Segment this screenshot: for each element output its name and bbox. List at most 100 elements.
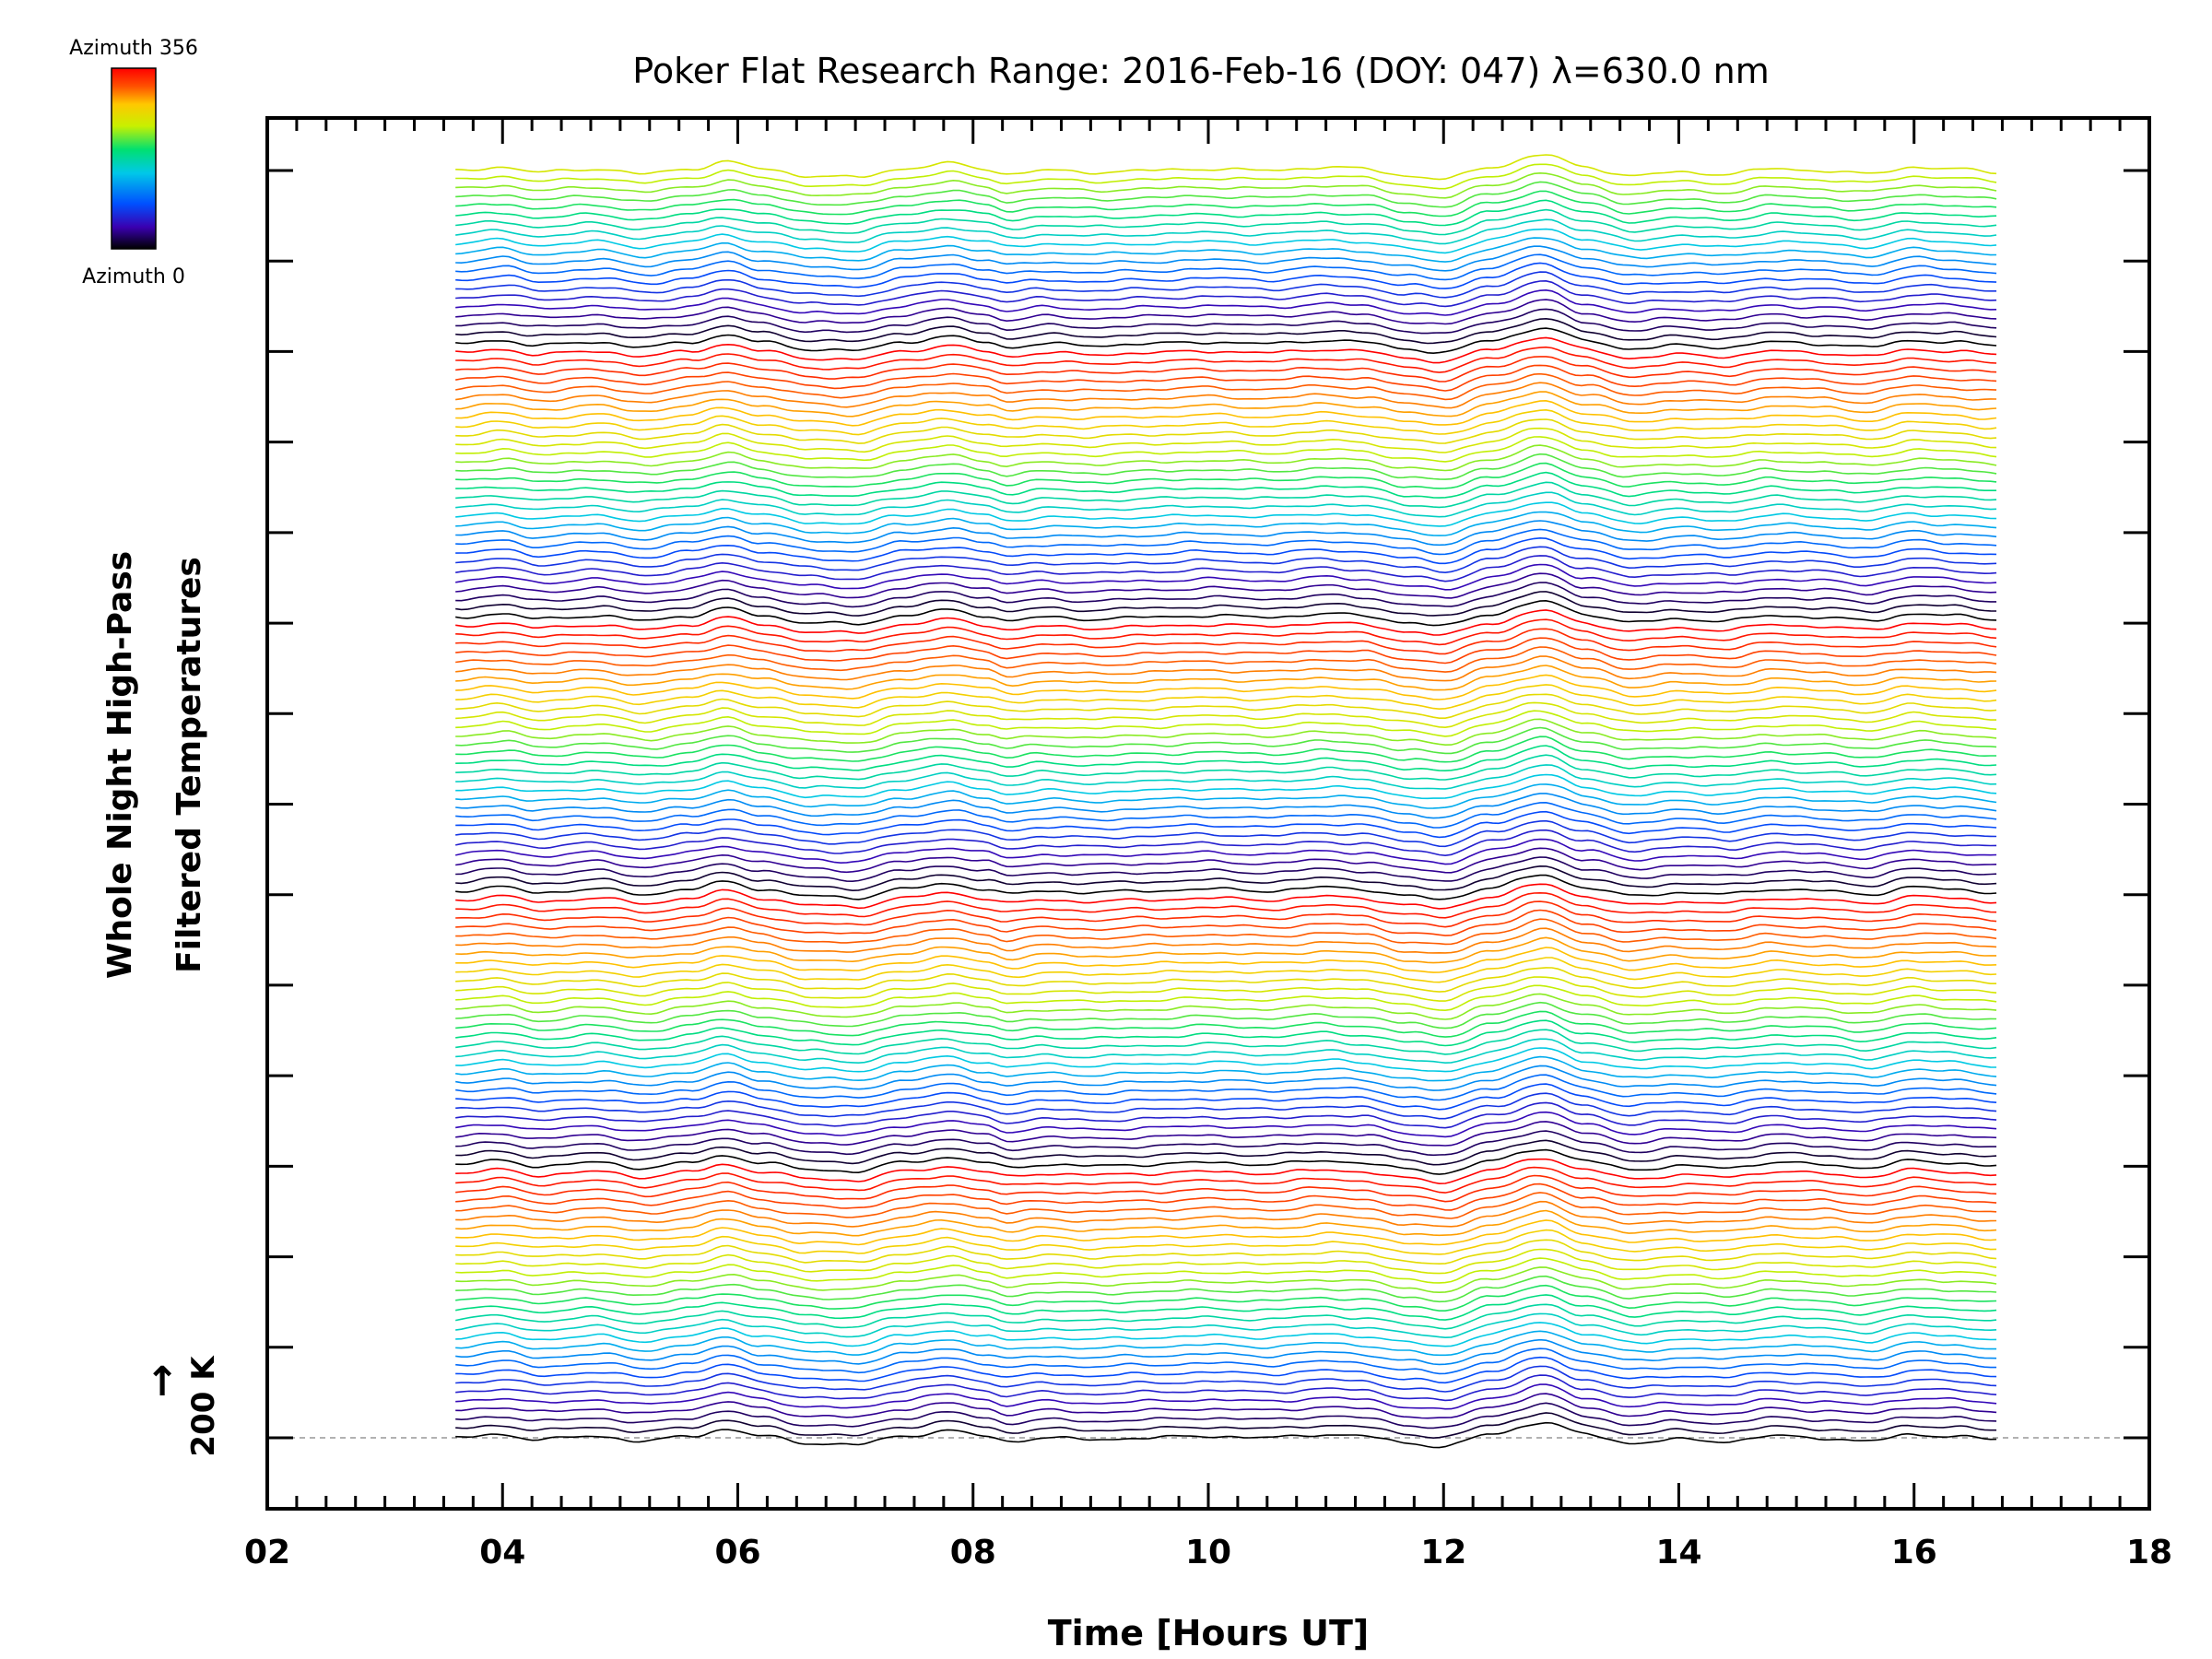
series-line: [455, 883, 1997, 910]
series-line: [455, 1257, 1997, 1284]
x-axis-label: Time [Hours UT]: [1048, 1613, 1370, 1653]
series-line: [455, 984, 1997, 1012]
series-line: [455, 918, 1997, 946]
series-line: [455, 1192, 1997, 1219]
series-line: [455, 628, 1997, 655]
x-tick-label: 14: [1655, 1534, 1701, 1571]
series-line: [455, 618, 1997, 646]
series-line: [455, 536, 1997, 565]
series-line: [455, 391, 1997, 418]
chart-title: Poker Flat Research Range: 2016-Feb-16 (…: [632, 51, 1769, 91]
series-line: [455, 936, 1997, 964]
series-line: [455, 927, 1997, 954]
series-line: [455, 453, 1997, 480]
series-line: [455, 609, 1997, 636]
series-line: [455, 501, 1997, 527]
series-line: [455, 957, 1997, 983]
series-line: [455, 462, 1997, 489]
y-axis-label-line1: Whole Night High-Pass: [101, 551, 139, 979]
series-line: [455, 967, 1997, 993]
series-line: [455, 555, 1997, 582]
series-line: [455, 810, 1997, 839]
series-line: [455, 1412, 1997, 1440]
series-line: [455, 783, 1997, 809]
series-line: [455, 471, 1997, 499]
series-line: [455, 208, 1997, 236]
x-tick-label: 12: [1420, 1534, 1466, 1571]
series-line: [455, 655, 1997, 682]
series-line: [455, 1219, 1997, 1246]
series-line: [455, 599, 1997, 627]
series-line: [455, 829, 1997, 857]
series-line: [455, 245, 1997, 272]
series-line: [455, 399, 1997, 427]
x-tick-label: 10: [1185, 1534, 1231, 1571]
series-line: [455, 1312, 1997, 1339]
series-line: [455, 1166, 1997, 1194]
plot-frame: [265, 116, 2151, 1511]
series-line: [455, 520, 1997, 547]
series-line: [455, 317, 1997, 345]
scale-bar-label: 200 K: [185, 1355, 222, 1457]
series-line: [455, 976, 1997, 1002]
series-line: [455, 1393, 1997, 1419]
x-tick-label: 02: [244, 1534, 290, 1571]
series-line: [455, 1275, 1997, 1303]
series-line: [455, 1092, 1997, 1120]
series-line: [455, 546, 1997, 574]
series-line: [455, 511, 1997, 536]
series-line: [455, 1338, 1997, 1366]
series-line: [455, 1266, 1997, 1294]
series-line: [455, 491, 1997, 518]
series-line: [455, 773, 1997, 800]
series-line: [455, 801, 1997, 829]
series-line: [455, 1130, 1997, 1157]
series-line: [455, 1121, 1997, 1147]
series-line: [455, 718, 1997, 747]
series-line: [455, 693, 1997, 719]
series-line: [455, 1139, 1997, 1166]
series-line: [455, 764, 1997, 790]
series-line: [455, 382, 1997, 409]
series-line: [455, 481, 1997, 509]
series-line: [455, 1010, 1997, 1038]
series-line: [455, 1148, 1997, 1175]
x-tick-labels: 02 04 06 08 10 12 14 16 18: [244, 1534, 2172, 1571]
series-line: [455, 199, 1997, 227]
series-line: [455, 1294, 1997, 1321]
series-line: [455, 1374, 1997, 1402]
series-line: [455, 735, 1997, 763]
series-line: [455, 582, 1997, 608]
x-tick-label: 16: [1891, 1534, 1937, 1571]
series-line: [455, 754, 1997, 781]
series-line: [455, 1047, 1997, 1073]
series-line: [455, 356, 1997, 382]
series-line: [455, 418, 1997, 444]
colorbar-gradient: [111, 67, 157, 250]
series-line: [455, 364, 1997, 392]
series-line: [455, 1158, 1997, 1185]
series-line: [455, 1182, 1997, 1211]
series-line: [455, 572, 1997, 599]
series-line: [455, 710, 1997, 737]
series-line: [455, 793, 1997, 819]
series-line: [455, 909, 1997, 936]
series-line: [455, 1111, 1997, 1138]
series-line: [455, 190, 1997, 218]
series-line: [455, 646, 1997, 673]
series-line: [455, 299, 1997, 325]
series-line: [455, 1356, 1997, 1384]
series-line: [455, 1284, 1997, 1312]
y-axis-label-line2: Filtered Temperatures: [171, 557, 208, 973]
series-line: [455, 1038, 1997, 1065]
series-line: [455, 1322, 1997, 1347]
scale-bar-arrow-icon: ↑: [146, 1359, 180, 1406]
series-line: [455, 262, 1997, 289]
series-line: [455, 993, 1997, 1020]
series-line: [455, 336, 1997, 364]
x-tick-label: 04: [479, 1534, 525, 1571]
series-line: [455, 856, 1997, 883]
series-line: [455, 1074, 1997, 1101]
series-line: [455, 665, 1997, 691]
series-line: [455, 726, 1997, 755]
